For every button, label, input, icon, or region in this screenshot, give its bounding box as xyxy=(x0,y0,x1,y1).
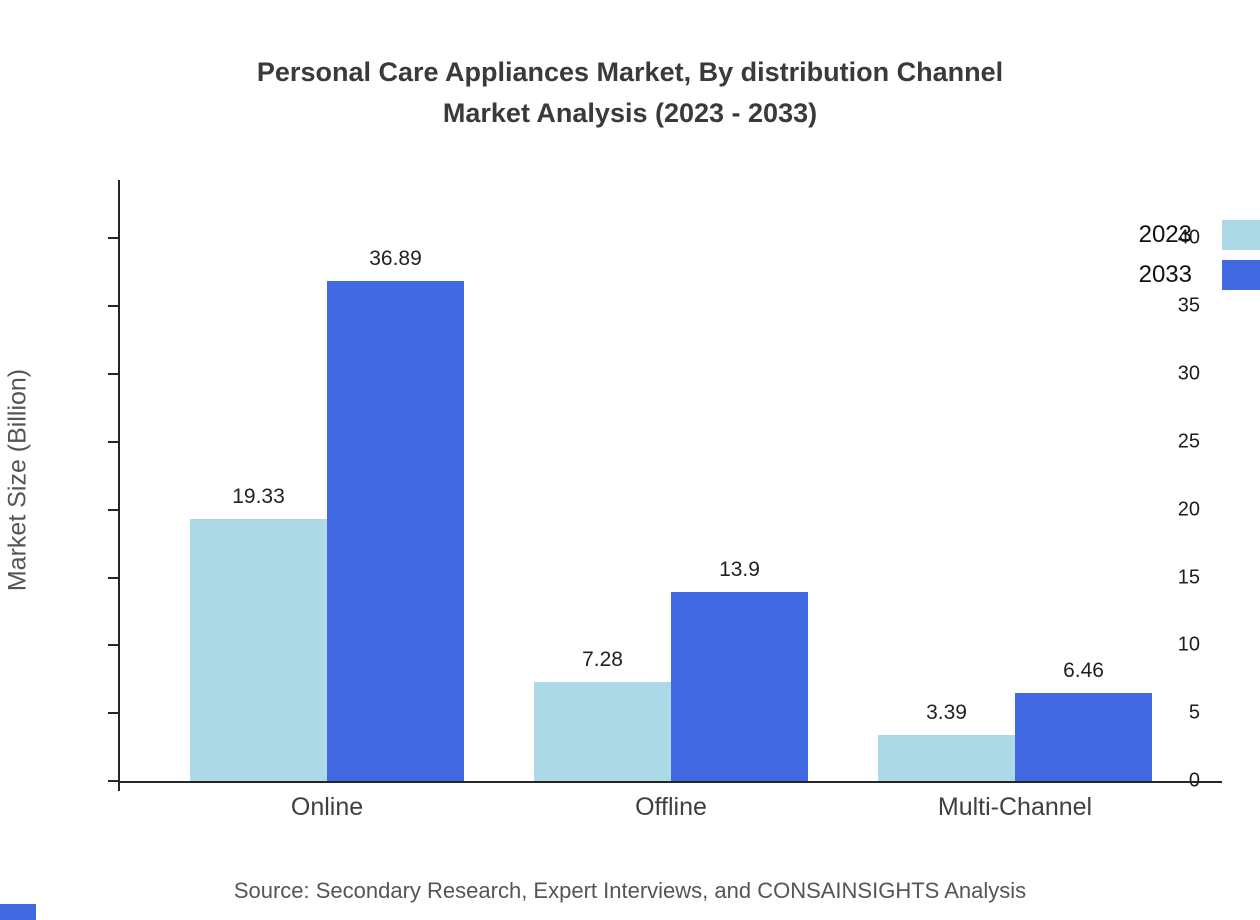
corner-accent xyxy=(0,904,36,920)
bar-2023-offline: 7.28 xyxy=(534,648,671,781)
legend-item-2033: 2033 xyxy=(1139,260,1260,290)
bar-group-online: 19.33 36.89 Online xyxy=(190,180,464,821)
legend-swatch xyxy=(1222,220,1260,250)
bar-value-label: 7.28 xyxy=(582,648,623,672)
bar-group-multi-channel: 3.39 6.46 Multi-Channel xyxy=(878,180,1152,821)
y-tick-label: 35 xyxy=(1177,294,1200,317)
bar-2033-online: 36.89 xyxy=(327,247,464,781)
source-text: Source: Secondary Research, Expert Inter… xyxy=(233,878,1027,903)
chart-title: Personal Care Appliances Market, By dist… xyxy=(0,52,1260,134)
y-tick-mark xyxy=(108,576,118,579)
bar-2033-multi-channel: 6.46 xyxy=(1015,659,1152,781)
y-tick-label: 10 xyxy=(1177,633,1200,656)
y-tick-label: 25 xyxy=(1177,430,1200,453)
y-axis-label: Market Size (Billion) xyxy=(3,368,32,592)
bar-value-label: 3.39 xyxy=(926,701,967,725)
y-tick-mark xyxy=(108,237,118,240)
bar-value-label: 19.33 xyxy=(232,484,285,508)
bar-2023-multi-channel: 3.39 xyxy=(878,701,1015,781)
y-tick-label: 30 xyxy=(1177,362,1200,385)
legend-label: 2023 xyxy=(1138,221,1192,248)
y-tick-mark xyxy=(108,440,118,443)
chart-title-line1: Personal Care Appliances Market, By dist… xyxy=(256,57,1004,87)
legend-swatch xyxy=(1222,260,1260,290)
y-tick-mark xyxy=(108,780,118,782)
y-tick-mark xyxy=(108,508,118,511)
y-tick-label: 20 xyxy=(1177,498,1200,521)
bar-value-label: 6.46 xyxy=(1063,659,1104,683)
y-tick-mark xyxy=(108,644,118,647)
bar-value-label: 36.89 xyxy=(369,246,422,270)
y-tick-mark xyxy=(108,373,118,375)
chart-title-line2: Market Analysis (2023 - 2033) xyxy=(442,98,818,128)
bar-2023-online: 19.33 xyxy=(190,485,327,781)
x-category-label: Online xyxy=(290,793,364,821)
y-axis-line-extension xyxy=(118,781,120,791)
x-category-label: Multi-Channel xyxy=(937,793,1093,821)
y-tick-mark xyxy=(108,712,118,715)
y-tick-label: 15 xyxy=(1177,566,1200,588)
bar-2033-offline: 13.9 xyxy=(671,558,808,781)
y-tick-label: 0 xyxy=(1188,769,1200,792)
y-tick-label: 40 xyxy=(1177,226,1200,249)
legend: 2023 2033 xyxy=(1139,220,1260,290)
bar-value-label: 13.9 xyxy=(719,558,760,582)
plot-area: 0 5 10 15 20 25 30 35 40 19.33 36.89 Online 7.28 13.… xyxy=(108,180,1222,821)
legend-item-2023: 2023 xyxy=(1139,220,1260,250)
bar-group-offline: 7.28 13.9 Offline xyxy=(534,180,808,821)
y-tick-mark xyxy=(108,305,118,308)
bar-groups: 19.33 36.89 Online 7.28 13.9 Offline 3.39 6.46 M… xyxy=(120,180,1222,821)
legend-label: 2033 xyxy=(1138,261,1192,288)
y-tick-label: 5 xyxy=(1188,701,1200,724)
x-category-label: Offline xyxy=(635,793,707,821)
